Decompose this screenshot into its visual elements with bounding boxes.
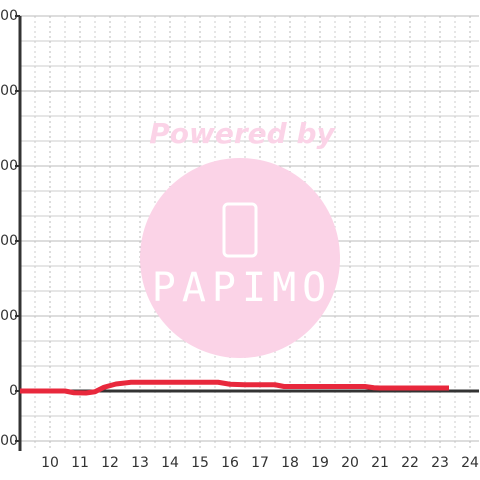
- x-tick-label: 19: [311, 455, 329, 471]
- y-tick-label: 120,000: [0, 83, 18, 99]
- x-tick-label: 23: [431, 455, 449, 471]
- watermark-phone: [222, 202, 258, 258]
- x-tick-label: 12: [101, 455, 119, 471]
- x-tick-label: 10: [41, 455, 59, 471]
- x-tick-label: 14: [161, 455, 179, 471]
- x-tick-label: 15: [191, 455, 209, 471]
- x-tick-label: 24: [461, 455, 479, 471]
- x-tick-label: 17: [251, 455, 269, 471]
- x-tick-label: 22: [401, 455, 419, 471]
- y-tick-label: 0: [9, 383, 18, 399]
- y-tick-label: 60,000: [0, 233, 18, 249]
- line: [20, 379, 449, 396]
- x-tick-label: 16: [221, 455, 239, 471]
- y-tick-label: -20,000: [0, 433, 18, 449]
- watermark-text: Powered by: [149, 117, 336, 150]
- watermark: Powered by PAPIMO: [140, 117, 340, 358]
- y-tick-label: 90,000: [0, 158, 18, 174]
- x-tick-label: 21: [371, 455, 389, 471]
- watermark-logo: PAPIMO: [152, 265, 333, 311]
- x-tick-label: 11: [71, 455, 89, 471]
- y-tick-label: 150,000: [0, 8, 18, 24]
- x-tick-label: 20: [341, 455, 359, 471]
- y-tick-label: 30,000: [0, 308, 18, 324]
- x-tick-label: 13: [131, 455, 149, 471]
- x-tick-label: 18: [281, 455, 299, 471]
- watermark-circle: [140, 158, 340, 358]
